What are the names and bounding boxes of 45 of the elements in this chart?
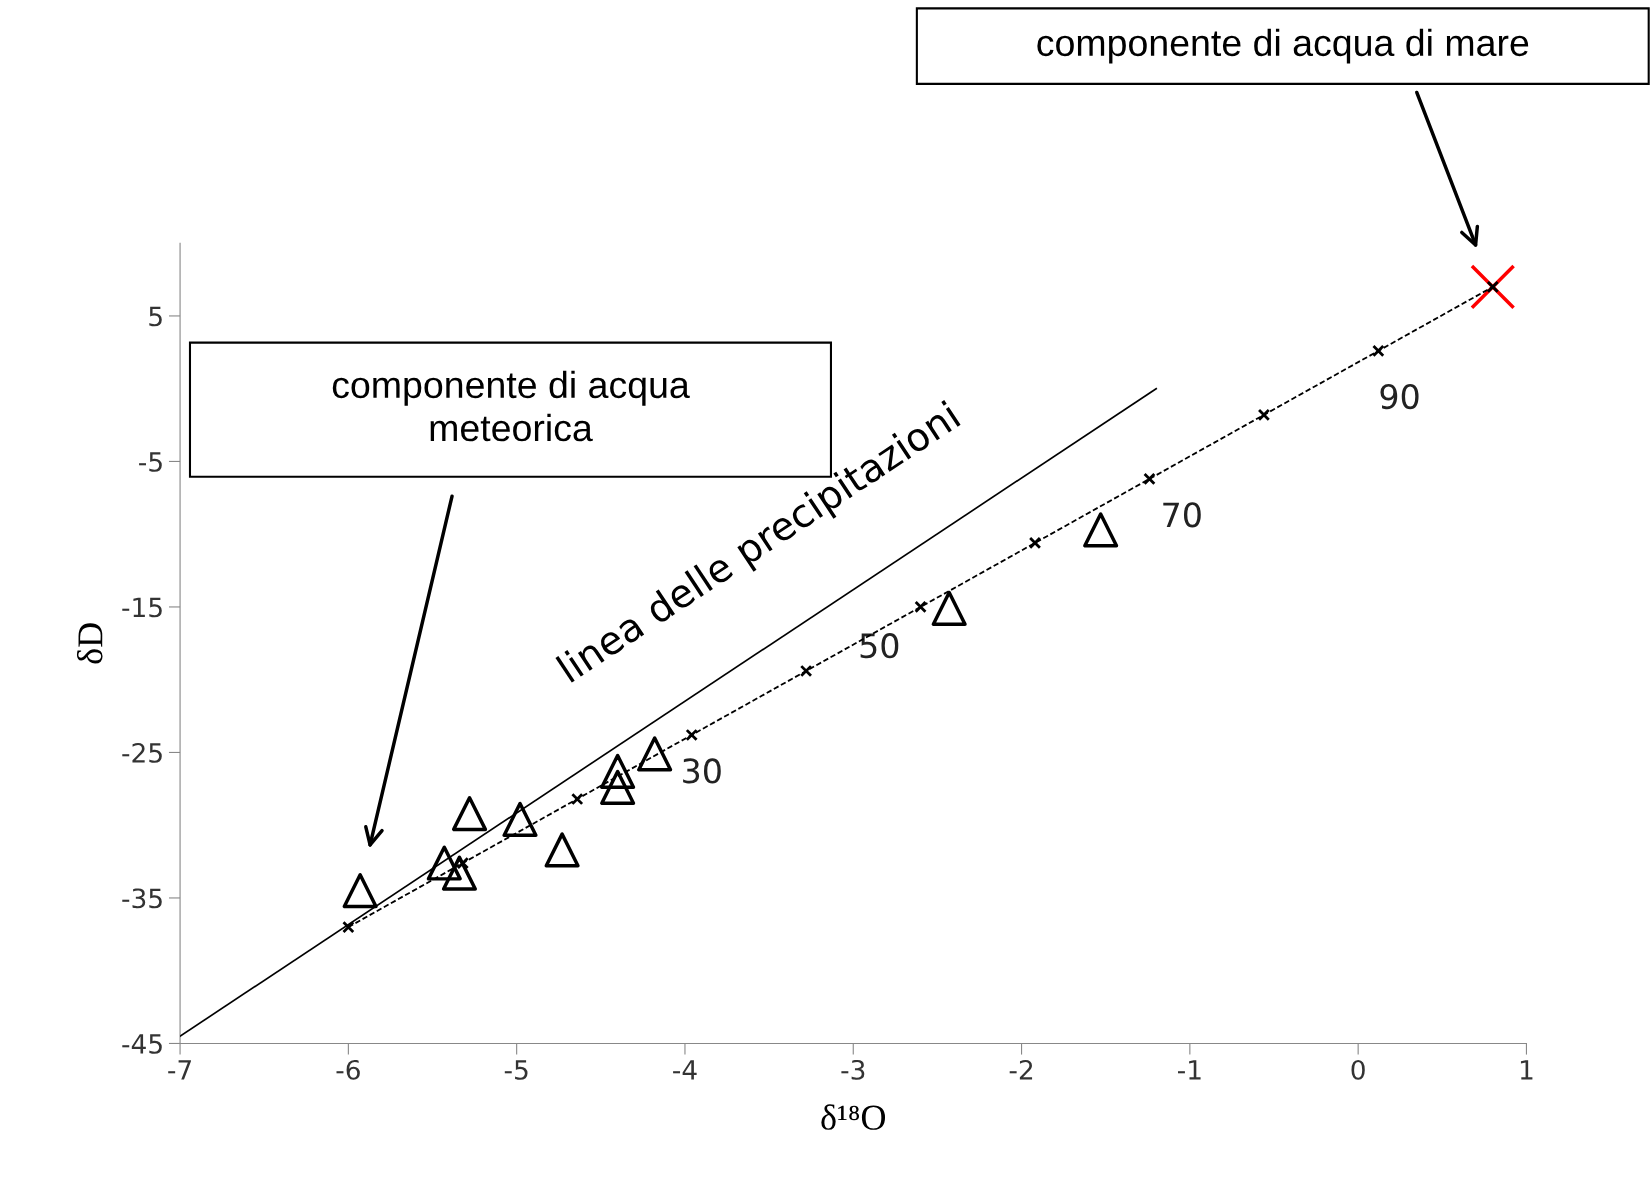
annotation: 30	[683, 758, 721, 784]
y-tick-label: 5	[149, 306, 162, 327]
point	[914, 600, 927, 614]
y-tick-label: -45	[122, 1034, 162, 1054]
x-axis-title: δ¹⁸O	[821, 1104, 886, 1130]
point	[502, 801, 538, 837]
annotation: 90	[1380, 383, 1419, 410]
point	[1143, 472, 1156, 486]
y-axis-title: δD	[76, 623, 103, 664]
x-tick-label: -4	[673, 1060, 697, 1080]
point	[799, 664, 813, 678]
point	[931, 590, 967, 626]
point	[1083, 512, 1119, 548]
x-tick-label: -5	[504, 1060, 528, 1080]
text: componente di acqua di mare	[1037, 28, 1529, 64]
point	[600, 753, 636, 789]
x-tick-label: -3	[841, 1059, 865, 1080]
point	[441, 855, 478, 891]
annotation: 70	[1163, 502, 1201, 528]
x-tick-label: -7	[168, 1060, 191, 1080]
point	[685, 728, 698, 742]
point	[1257, 408, 1271, 422]
x-tick-label: -1	[1177, 1060, 1201, 1080]
point	[1372, 344, 1385, 358]
point	[342, 873, 378, 909]
x-tick-label: 0	[1351, 1059, 1365, 1080]
y-tick-label: -15	[122, 597, 162, 618]
point	[571, 792, 584, 806]
point	[600, 769, 636, 805]
annotation: componente di acqua meteorica	[332, 370, 690, 442]
y-tick-label: -25	[122, 742, 162, 763]
x-tick-label: -6	[336, 1059, 360, 1080]
x-tick-label: -2	[1009, 1059, 1033, 1080]
point	[1486, 280, 1500, 294]
point	[342, 920, 355, 934]
point	[426, 845, 462, 881]
point	[456, 856, 470, 870]
point	[544, 832, 580, 868]
x-tick-label: 1	[1520, 1060, 1533, 1080]
point	[451, 795, 488, 832]
annotation: 50	[860, 633, 899, 659]
point	[1028, 536, 1042, 550]
point	[637, 736, 673, 772]
y-tick-label: -35	[122, 888, 162, 909]
y-tick-label: -5	[139, 452, 162, 472]
